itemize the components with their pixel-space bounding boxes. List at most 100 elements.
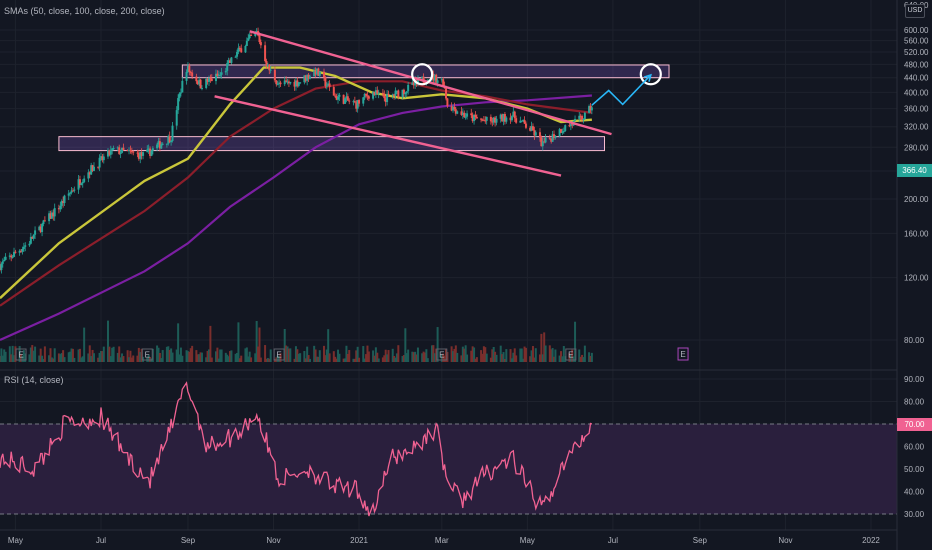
volume-bar bbox=[346, 353, 349, 362]
candle-body bbox=[70, 190, 73, 193]
sma-indicator-label[interactable]: SMAs (50, close, 100, close, 200, close) bbox=[4, 6, 165, 16]
volume-bar bbox=[422, 351, 425, 362]
volume-bar bbox=[220, 349, 223, 362]
volume-bar bbox=[328, 353, 331, 362]
volume-bar bbox=[352, 358, 355, 362]
candle-body bbox=[564, 125, 567, 132]
currency-badge[interactable]: USD bbox=[905, 4, 925, 18]
rsi-indicator-label[interactable]: RSI (14, close) bbox=[4, 375, 64, 385]
candle-body bbox=[432, 73, 435, 81]
volume-bar bbox=[401, 356, 404, 362]
candle-body bbox=[130, 151, 133, 153]
volume-bar bbox=[402, 355, 405, 362]
volume-bar bbox=[414, 351, 417, 362]
volume-bar bbox=[548, 345, 551, 362]
volume-bar bbox=[186, 351, 189, 362]
candle-body bbox=[401, 89, 404, 98]
earnings-marker[interactable]: E bbox=[273, 348, 285, 361]
earnings-icon bbox=[436, 348, 448, 361]
volume-bar bbox=[196, 354, 199, 362]
volume-bar bbox=[198, 354, 201, 362]
candle-body bbox=[289, 81, 292, 84]
volume-bar bbox=[374, 347, 377, 362]
candle-body bbox=[332, 87, 335, 96]
volume-bar bbox=[161, 350, 164, 362]
candle-body bbox=[275, 80, 278, 85]
candle-body bbox=[315, 68, 318, 75]
volume-bar bbox=[43, 346, 46, 362]
volume-bar bbox=[216, 347, 219, 362]
volume-bar bbox=[509, 349, 512, 362]
volume-bar bbox=[128, 357, 131, 362]
candle-body bbox=[345, 96, 348, 99]
volume-bar bbox=[224, 352, 227, 362]
price-tick-label: 280.00 bbox=[904, 143, 929, 152]
volume-bar bbox=[524, 347, 527, 362]
volume-bar bbox=[590, 352, 593, 362]
volume-bar bbox=[426, 358, 429, 362]
earnings-marker[interactable]: E bbox=[141, 348, 153, 361]
candle-body bbox=[244, 45, 247, 53]
volume-bar bbox=[436, 327, 439, 362]
volume-bar bbox=[466, 354, 469, 362]
earnings-marker[interactable]: E bbox=[436, 348, 448, 361]
volume-bar bbox=[238, 358, 241, 362]
volume-bar bbox=[481, 353, 484, 362]
volume-bar bbox=[48, 355, 51, 362]
volume-bar bbox=[512, 352, 515, 362]
time-tick-label: Jul bbox=[608, 536, 618, 545]
volume-bar bbox=[395, 353, 398, 362]
candle-body bbox=[92, 166, 95, 171]
candle-body bbox=[227, 60, 230, 63]
volume-bar bbox=[499, 345, 502, 362]
volume-bar bbox=[306, 346, 309, 362]
price-tick-label: 400.00 bbox=[904, 88, 929, 97]
candle-body bbox=[42, 220, 45, 224]
volume-bar bbox=[327, 329, 330, 362]
volume-bar bbox=[265, 358, 268, 362]
candle-body bbox=[279, 82, 282, 85]
wedge-upper-line bbox=[249, 30, 612, 136]
volume-bar bbox=[492, 346, 495, 362]
candle-body bbox=[373, 92, 376, 95]
volume-bar bbox=[90, 356, 93, 362]
candle-body bbox=[90, 165, 93, 175]
candle-body bbox=[230, 57, 233, 63]
candle-body bbox=[247, 38, 250, 41]
earnings-marker[interactable]: E bbox=[15, 348, 27, 361]
volume-bar bbox=[474, 358, 477, 362]
candle-body bbox=[335, 96, 338, 100]
volume-bar bbox=[167, 346, 170, 362]
rsi-tick-label: 40.00 bbox=[904, 488, 925, 497]
volume-bar bbox=[171, 352, 174, 362]
earnings-marker[interactable]: E bbox=[565, 348, 577, 361]
candle-body bbox=[454, 109, 457, 114]
volume-bar bbox=[214, 351, 217, 362]
candle-body bbox=[177, 98, 180, 111]
volume-bar bbox=[529, 356, 532, 362]
candle-body bbox=[189, 71, 192, 73]
volume-bar bbox=[560, 351, 563, 362]
candle-body bbox=[78, 179, 81, 185]
price-tick-label: 520.00 bbox=[904, 48, 929, 57]
future-earnings-marker[interactable]: E bbox=[677, 347, 689, 361]
volume-bar bbox=[80, 357, 83, 362]
candle-body bbox=[119, 152, 122, 154]
candle-body bbox=[13, 251, 16, 257]
volume-bar bbox=[307, 355, 310, 362]
volume-bar bbox=[470, 350, 473, 362]
volume-bar bbox=[430, 345, 433, 362]
candle-body bbox=[299, 82, 302, 84]
candle-body bbox=[324, 77, 327, 87]
volume-bar bbox=[99, 350, 102, 362]
volume-bar bbox=[129, 350, 132, 362]
volume-bar bbox=[62, 350, 65, 362]
candle-body bbox=[460, 111, 463, 115]
candle-body bbox=[561, 131, 564, 133]
candle-body bbox=[307, 74, 310, 79]
candle-body bbox=[308, 76, 311, 79]
volume-bar bbox=[101, 351, 104, 362]
candle-body bbox=[582, 119, 585, 121]
